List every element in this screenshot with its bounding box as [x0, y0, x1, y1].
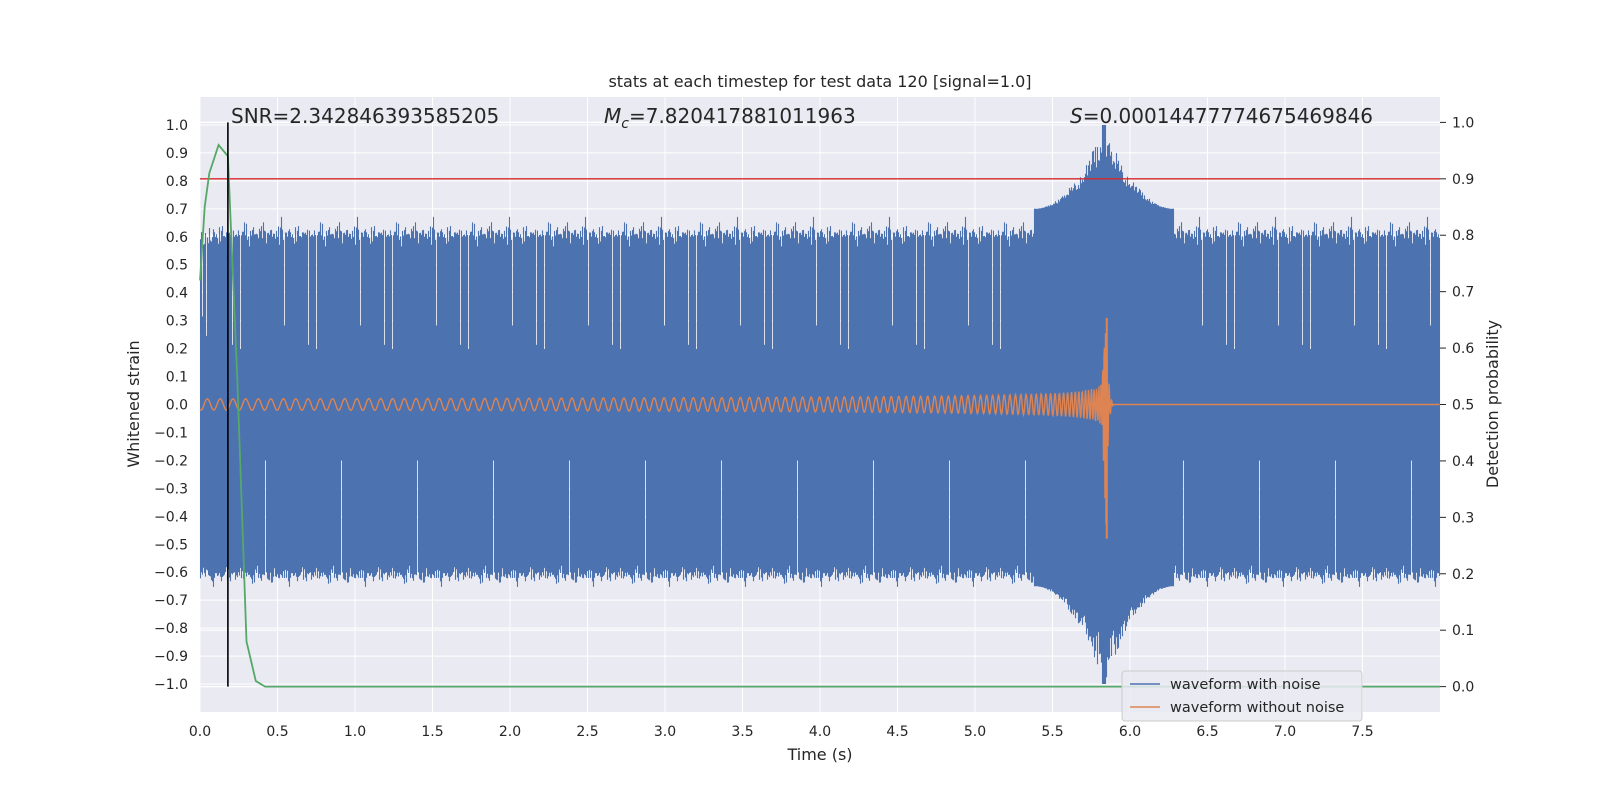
y-left-tick-label: −1.0: [154, 677, 188, 693]
y-left-tick-label: −0.2: [154, 453, 188, 469]
x-tick-label: 0.5: [266, 724, 288, 740]
y-left-tick-label: −0.8: [154, 621, 188, 637]
series-layer: [199, 125, 1441, 684]
x-tick-label: 3.5: [731, 724, 753, 740]
y-right-tick-label: 0.3: [1452, 510, 1474, 526]
y-axis-label-right: Detection probability: [1483, 320, 1502, 488]
y-left-tick-label: −0.7: [154, 593, 188, 609]
x-tick-label: 2.0: [499, 724, 521, 740]
series-waveform-without-noise: [199, 333, 1440, 526]
y-right-tick-label: 1.0: [1452, 115, 1474, 131]
chirp-mass-value: =7.820417881011963: [629, 104, 856, 128]
series-detection-probability: [199, 143, 1440, 688]
y-left-tick-label: 0.6: [166, 230, 188, 246]
y-right-tick-label: 0.5: [1452, 398, 1474, 414]
y-left-tick-label: 0.1: [166, 370, 188, 386]
x-tick-label: 1.5: [421, 724, 443, 740]
legend-box: [1121, 670, 1363, 722]
chirp-mass-symbol: M: [604, 104, 621, 128]
y-left-tick-label: −0.4: [154, 509, 188, 525]
x-tick-label: 0.0: [189, 724, 211, 740]
snr-annotation: SNR=2.342846393585205: [231, 104, 499, 128]
s-value: =0.00014477774675469846: [1083, 104, 1373, 128]
y-left-tick-label: −0.1: [154, 425, 188, 441]
y-left-tick-label: 0.8: [166, 174, 188, 190]
chirp-mass-annotation: Mc=7.820417881011963: [604, 104, 856, 132]
y-left-tick-label: 0.9: [166, 146, 188, 162]
y-left-tick-label: −0.3: [154, 481, 188, 497]
legend: waveform with noise waveform without noi…: [1121, 670, 1363, 722]
s-symbol: S: [1070, 104, 1083, 128]
y-axis-label-left: Whitened strain: [124, 340, 143, 467]
x-tick-label: 1.0: [344, 724, 366, 740]
y-left-tick-label: 0.0: [166, 398, 188, 414]
chart-title: stats at each timestep for test data 120…: [608, 72, 1031, 91]
y-left-tick-label: −0.6: [154, 565, 188, 581]
y-left-tick-label: 0.4: [166, 286, 188, 302]
y-left-tick-label: 0.3: [166, 314, 188, 330]
x-tick-label: 5.5: [1041, 724, 1063, 740]
x-tick-label: 6.5: [1196, 724, 1218, 740]
y-left-tick-label: 0.5: [166, 258, 188, 274]
y-left-tick-label: 1.0: [166, 118, 188, 134]
overlay-layer: [199, 122, 1440, 688]
x-tick-label: 4.0: [809, 724, 831, 740]
y-left-tick-label: 0.7: [166, 202, 188, 218]
y-left-tick-label: −0.5: [154, 537, 188, 553]
y-right-tick-label: 0.4: [1452, 454, 1474, 470]
x-tick-label: 7.0: [1274, 724, 1296, 740]
y-right-tick-label: 0.7: [1452, 285, 1474, 301]
ticks: 0.0 0.5 1.0 1.5 2.0 2.5 3.0 3.5 4.0 4.5 5.0 5.5 6.0 6…: [154, 115, 1474, 740]
legend-label-with-noise: waveform with noise: [1170, 677, 1321, 693]
x-tick-label: 4.5: [886, 724, 908, 740]
y-right-tick-label: 0.0: [1452, 680, 1474, 696]
y-left-tick-label: −0.9: [154, 649, 188, 665]
chirp-mass-subscript: c: [621, 116, 629, 132]
y-right-tick-label: 0.6: [1452, 341, 1474, 357]
y-right-tick-label: 0.1: [1452, 623, 1474, 639]
y-right-tick-label: 0.2: [1452, 567, 1474, 583]
x-tick-label: 5.0: [964, 724, 986, 740]
x-tick-label: 2.5: [576, 724, 598, 740]
x-tick-label: 3.0: [654, 724, 676, 740]
y-left-tick-label: 0.2: [166, 342, 188, 358]
x-axis-label: Time (s): [786, 745, 852, 764]
x-tick-label: 7.5: [1351, 724, 1373, 740]
s-annotation: S=0.00014477774675469846: [1070, 104, 1373, 128]
legend-label-without-noise: waveform without noise: [1170, 700, 1344, 716]
y-right-tick-label: 0.8: [1452, 228, 1474, 244]
y-right-tick-label: 0.9: [1452, 172, 1474, 188]
x-tick-label: 6.0: [1119, 724, 1141, 740]
